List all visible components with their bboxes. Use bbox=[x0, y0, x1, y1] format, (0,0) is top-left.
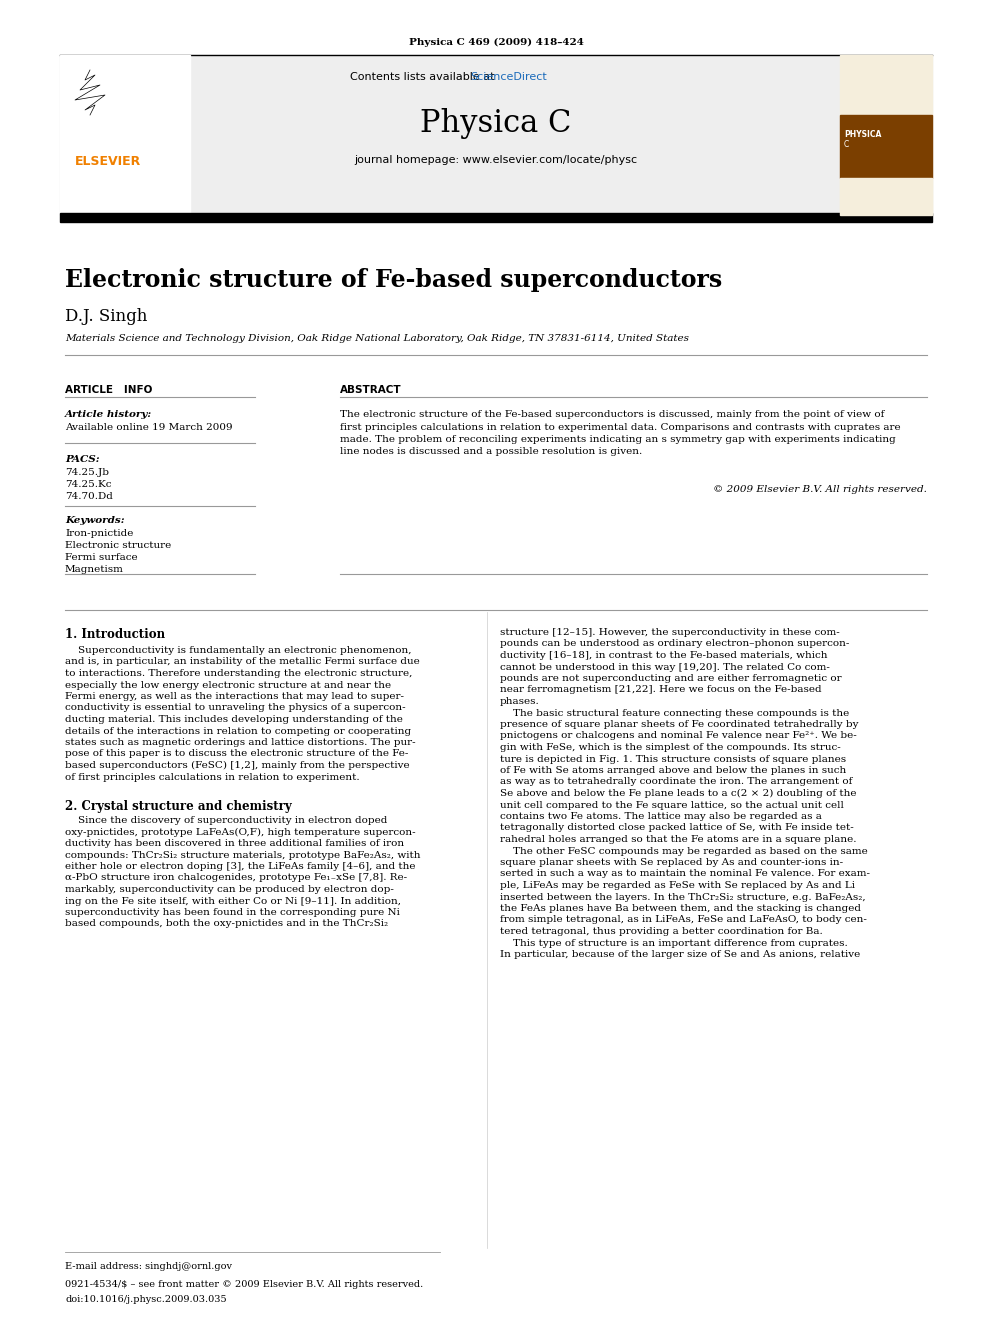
Text: from simple tetragonal, as in LiFeAs, FeSe and LaFeAsO, to body cen-: from simple tetragonal, as in LiFeAs, Fe… bbox=[500, 916, 867, 925]
Text: markably, superconductivity can be produced by electron dop-: markably, superconductivity can be produ… bbox=[65, 885, 394, 894]
Text: of first principles calculations in relation to experiment.: of first principles calculations in rela… bbox=[65, 773, 360, 782]
Text: ing on the Fe site itself, with either Co or Ni [9–11]. In addition,: ing on the Fe site itself, with either C… bbox=[65, 897, 401, 905]
Text: the FeAs planes have Ba between them, and the stacking is changed: the FeAs planes have Ba between them, an… bbox=[500, 904, 861, 913]
Text: pounds are not superconducting and are either ferromagnetic or: pounds are not superconducting and are e… bbox=[500, 673, 841, 683]
Text: serted in such a way as to maintain the nominal Fe valence. For exam-: serted in such a way as to maintain the … bbox=[500, 869, 870, 878]
Text: cannot be understood in this way [19,20]. The related Co com-: cannot be understood in this way [19,20]… bbox=[500, 663, 830, 672]
Text: either hole or electron doping [3], the LiFeAs family [4–6], and the: either hole or electron doping [3], the … bbox=[65, 863, 416, 871]
Text: compounds: ThCr₂Si₂ structure materials, prototype BaFe₂As₂, with: compounds: ThCr₂Si₂ structure materials,… bbox=[65, 851, 421, 860]
Text: Electronic structure: Electronic structure bbox=[65, 541, 172, 550]
Text: oxy-pnictides, prototype LaFeAs(O,F), high temperature supercon-: oxy-pnictides, prototype LaFeAs(O,F), hi… bbox=[65, 827, 416, 836]
Text: based superconductors (FeSC) [1,2], mainly from the perspective: based superconductors (FeSC) [1,2], main… bbox=[65, 761, 410, 770]
Text: 2. Crystal structure and chemistry: 2. Crystal structure and chemistry bbox=[65, 800, 292, 814]
Text: doi:10.1016/j.physc.2009.03.035: doi:10.1016/j.physc.2009.03.035 bbox=[65, 1295, 226, 1304]
Text: states such as magnetic orderings and lattice distortions. The pur-: states such as magnetic orderings and la… bbox=[65, 738, 416, 747]
Text: contains two Fe atoms. The lattice may also be regarded as a: contains two Fe atoms. The lattice may a… bbox=[500, 812, 822, 822]
Text: square planar sheets with Se replaced by As and counter-ions in-: square planar sheets with Se replaced by… bbox=[500, 859, 843, 867]
Text: ELSEVIER: ELSEVIER bbox=[75, 155, 141, 168]
Text: Fermi surface: Fermi surface bbox=[65, 553, 138, 562]
Text: ple, LiFeAs may be regarded as FeSe with Se replaced by As and Li: ple, LiFeAs may be regarded as FeSe with… bbox=[500, 881, 855, 890]
Text: Article history:: Article history: bbox=[65, 410, 152, 419]
Text: 74.70.Dd: 74.70.Dd bbox=[65, 492, 113, 501]
Text: and is, in particular, an instability of the metallic Fermi surface due: and is, in particular, an instability of… bbox=[65, 658, 420, 667]
Text: Since the discovery of superconductivity in electron doped: Since the discovery of superconductivity… bbox=[65, 816, 387, 826]
Text: ductivity [16–18], in contrast to the Fe-based materials, which: ductivity [16–18], in contrast to the Fe… bbox=[500, 651, 827, 660]
Text: This type of structure is an important difference from cuprates.: This type of structure is an important d… bbox=[500, 938, 848, 947]
Text: gin with FeSe, which is the simplest of the compounds. Its struc-: gin with FeSe, which is the simplest of … bbox=[500, 744, 841, 751]
Text: Electronic structure of Fe-based superconductors: Electronic structure of Fe-based superco… bbox=[65, 269, 722, 292]
Text: ScienceDirect: ScienceDirect bbox=[470, 71, 548, 82]
Text: ARTICLE   INFO: ARTICLE INFO bbox=[65, 385, 153, 396]
Text: ductivity has been discovered in three additional families of iron: ductivity has been discovered in three a… bbox=[65, 839, 404, 848]
Text: Physica C 469 (2009) 418–424: Physica C 469 (2009) 418–424 bbox=[409, 38, 583, 48]
Text: 1. Introduction: 1. Introduction bbox=[65, 628, 165, 642]
Text: pose of this paper is to discuss the electronic structure of the Fe-: pose of this paper is to discuss the ele… bbox=[65, 750, 409, 758]
Text: of Fe with Se atoms arranged above and below the planes in such: of Fe with Se atoms arranged above and b… bbox=[500, 766, 846, 775]
Text: tered tetragonal, thus providing a better coordination for Ba.: tered tetragonal, thus providing a bette… bbox=[500, 927, 822, 935]
Bar bbox=[840, 56, 932, 216]
Text: Superconductivity is fundamentally an electronic phenomenon,: Superconductivity is fundamentally an el… bbox=[65, 646, 412, 655]
Text: Fermi energy, as well as the interactions that may lead to super-: Fermi energy, as well as the interaction… bbox=[65, 692, 404, 701]
Text: pounds can be understood as ordinary electron–phonon supercon-: pounds can be understood as ordinary ele… bbox=[500, 639, 849, 648]
Text: conductivity is essential to unraveling the physics of a supercon-: conductivity is essential to unraveling … bbox=[65, 704, 406, 713]
Text: Iron-pnictide: Iron-pnictide bbox=[65, 529, 133, 538]
Text: The other FeSC compounds may be regarded as based on the same: The other FeSC compounds may be regarded… bbox=[500, 847, 868, 856]
Text: ture is depicted in Fig. 1. This structure consists of square planes: ture is depicted in Fig. 1. This structu… bbox=[500, 754, 846, 763]
Text: Available online 19 March 2009: Available online 19 March 2009 bbox=[65, 423, 233, 433]
Text: rahedral holes arranged so that the Fe atoms are in a square plane.: rahedral holes arranged so that the Fe a… bbox=[500, 835, 856, 844]
Text: The basic structural feature connecting these compounds is the: The basic structural feature connecting … bbox=[500, 709, 849, 717]
Text: D.J. Singh: D.J. Singh bbox=[65, 308, 148, 325]
Text: In particular, because of the larger size of Se and As anions, relative: In particular, because of the larger siz… bbox=[500, 950, 860, 959]
Text: superconductivity has been found in the corresponding pure Ni: superconductivity has been found in the … bbox=[65, 908, 400, 917]
Text: presence of square planar sheets of Fe coordinated tetrahedrally by: presence of square planar sheets of Fe c… bbox=[500, 720, 858, 729]
Text: to interactions. Therefore understanding the electronic structure,: to interactions. Therefore understanding… bbox=[65, 669, 413, 677]
Text: The electronic structure of the Fe-based superconductors is discussed, mainly fr: The electronic structure of the Fe-based… bbox=[340, 410, 885, 419]
Text: structure [12–15]. However, the superconductivity in these com-: structure [12–15]. However, the supercon… bbox=[500, 628, 840, 636]
Bar bbox=[60, 213, 932, 222]
Text: PACS:: PACS: bbox=[65, 455, 99, 464]
Text: details of the interactions in relation to competing or cooperating: details of the interactions in relation … bbox=[65, 726, 411, 736]
Text: α-PbO structure iron chalcogenides, prototype Fe₁₋xSe [7,8]. Re-: α-PbO structure iron chalcogenides, prot… bbox=[65, 873, 407, 882]
Text: PHYSICA: PHYSICA bbox=[844, 130, 881, 139]
Text: Physica C: Physica C bbox=[421, 108, 571, 139]
Text: ducting material. This includes developing understanding of the: ducting material. This includes developi… bbox=[65, 714, 403, 724]
Text: phases.: phases. bbox=[500, 697, 540, 706]
Bar bbox=[60, 56, 190, 216]
Text: based compounds, both the oxy-pnictides and in the ThCr₂Si₂: based compounds, both the oxy-pnictides … bbox=[65, 919, 388, 929]
Text: Se above and below the Fe plane leads to a c(2 × 2) doubling of the: Se above and below the Fe plane leads to… bbox=[500, 789, 856, 798]
Text: as way as to tetrahedrally coordinate the iron. The arrangement of: as way as to tetrahedrally coordinate th… bbox=[500, 778, 852, 786]
Text: unit cell compared to the Fe square lattice, so the actual unit cell: unit cell compared to the Fe square latt… bbox=[500, 800, 844, 810]
Text: 74.25.Jb: 74.25.Jb bbox=[65, 468, 109, 478]
Text: first principles calculations in relation to experimental data. Comparisons and : first principles calculations in relatio… bbox=[340, 422, 901, 431]
Text: especially the low energy electronic structure at and near the: especially the low energy electronic str… bbox=[65, 680, 391, 689]
Text: Keywords:: Keywords: bbox=[65, 516, 125, 525]
Text: C: C bbox=[844, 140, 849, 149]
Text: line nodes is discussed and a possible resolution is given.: line nodes is discussed and a possible r… bbox=[340, 447, 642, 456]
Text: Materials Science and Technology Division, Oak Ridge National Laboratory, Oak Ri: Materials Science and Technology Divisio… bbox=[65, 333, 689, 343]
Bar bbox=[840, 179, 932, 216]
Text: inserted between the layers. In the ThCr₂Si₂ structure, e.g. BaFe₂As₂,: inserted between the layers. In the ThCr… bbox=[500, 893, 866, 901]
Text: Magnetism: Magnetism bbox=[65, 565, 124, 574]
Text: tetragonally distorted close packed lattice of Se, with Fe inside tet-: tetragonally distorted close packed latt… bbox=[500, 823, 854, 832]
Text: E-mail address: singhdj@ornl.gov: E-mail address: singhdj@ornl.gov bbox=[65, 1262, 232, 1271]
Text: journal homepage: www.elsevier.com/locate/physc: journal homepage: www.elsevier.com/locat… bbox=[354, 155, 638, 165]
Text: pnictogens or chalcogens and nominal Fe valence near Fe²⁺. We be-: pnictogens or chalcogens and nominal Fe … bbox=[500, 732, 857, 741]
Text: © 2009 Elsevier B.V. All rights reserved.: © 2009 Elsevier B.V. All rights reserved… bbox=[713, 486, 927, 493]
Text: ABSTRACT: ABSTRACT bbox=[340, 385, 402, 396]
Text: made. The problem of reconciling experiments indicating an s symmetry gap with e: made. The problem of reconciling experim… bbox=[340, 435, 896, 445]
Text: Contents lists available at: Contents lists available at bbox=[350, 71, 498, 82]
Bar bbox=[840, 115, 932, 179]
Text: 74.25.Kc: 74.25.Kc bbox=[65, 480, 111, 490]
Text: near ferromagnetism [21,22]. Here we focus on the Fe-based: near ferromagnetism [21,22]. Here we foc… bbox=[500, 685, 821, 695]
Text: 0921-4534/$ – see front matter © 2009 Elsevier B.V. All rights reserved.: 0921-4534/$ – see front matter © 2009 El… bbox=[65, 1279, 424, 1289]
Bar bbox=[60, 56, 932, 216]
